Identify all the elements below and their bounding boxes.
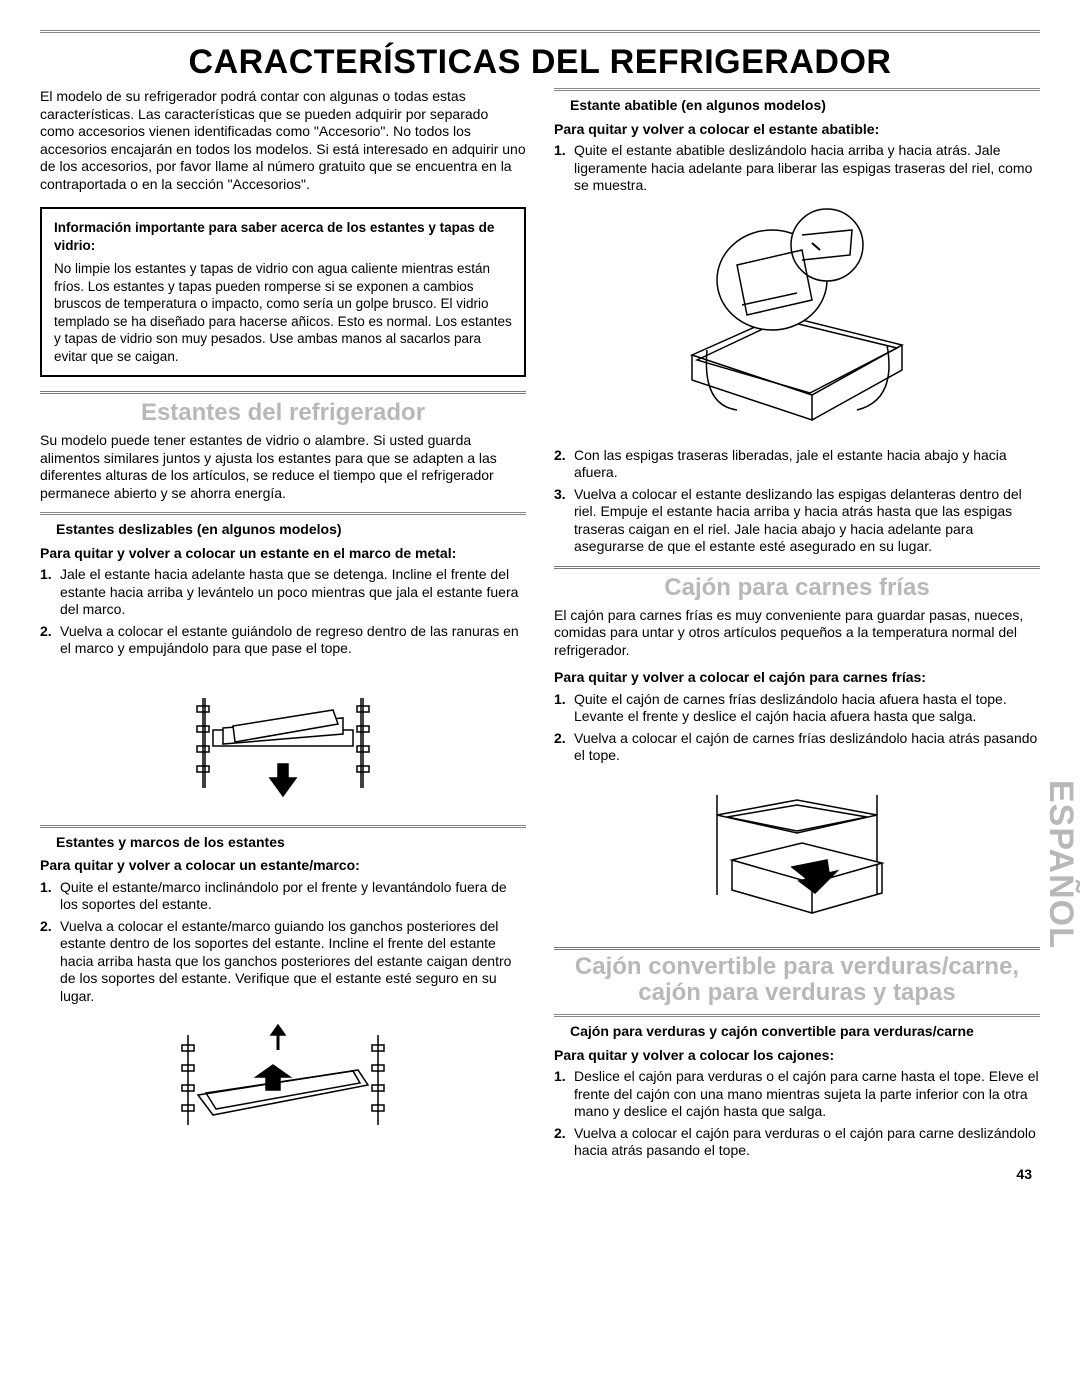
section-heading-convertible: Cajón convertible para verduras/carne, c… (554, 954, 1040, 1007)
section-para: Su modelo puede tener estantes de vidrio… (40, 432, 526, 502)
content-columns: El modelo de su refrigerador podrá conta… (40, 88, 1040, 1170)
sub-rule (40, 512, 526, 515)
step-list: 1.Deslice el cajón para verduras o el ca… (554, 1068, 1040, 1160)
list-item: 1.Quite el estante abatible deslizándolo… (554, 142, 1040, 195)
list-item: 2.Con las espigas traseras liberadas, ja… (554, 447, 1040, 482)
page-title: CARACTERÍSTICAS DEL REFRIGERADOR (40, 43, 1040, 82)
action-title: Para quitar y volver a colocar un estant… (40, 545, 526, 563)
page-number: 43 (1016, 1166, 1032, 1182)
sub-rule (554, 88, 1040, 91)
section-heading-estantes: Estantes del refrigerador (40, 398, 526, 428)
sub-rule (554, 1014, 1040, 1017)
action-title: Para quitar y volver a colocar un estant… (40, 857, 526, 875)
list-item: 1.Jale el estante hacia adelante hasta q… (40, 566, 526, 619)
info-box-body: No limpie los estantes y tapas de vidrio… (54, 260, 512, 365)
step-list: 2.Con las espigas traseras liberadas, ja… (554, 447, 1040, 556)
section-heading-cajon: Cajón para carnes frías (554, 573, 1040, 603)
right-column: Estante abatible (en algunos modelos) Pa… (554, 88, 1040, 1170)
section-rule (40, 391, 526, 394)
step-list: 1.Quite el estante abatible deslizándolo… (554, 142, 1040, 195)
language-tab: ESPAÑOL (1041, 780, 1080, 949)
section-para: El cajón para carnes frías es muy conven… (554, 607, 1040, 660)
subsection-title: Estantes y marcos de los estantes (40, 834, 526, 852)
info-box: Información importante para saber acerca… (40, 207, 526, 377)
list-item: 2.Vuelva a colocar el cajón de carnes fr… (554, 730, 1040, 765)
step-list: 1.Quite el cajón de carnes frías deslizá… (554, 691, 1040, 765)
list-item: 1.Quite el cajón de carnes frías deslizá… (554, 691, 1040, 726)
step-list: 1.Jale el estante hacia adelante hasta q… (40, 566, 526, 658)
subsection-title: Cajón para verduras y cajón convertible … (554, 1023, 1040, 1041)
shelf-frame-illustration (158, 1015, 408, 1145)
section-rule (554, 947, 1040, 950)
list-item: 1.Quite el estante/marco inclinándolo po… (40, 879, 526, 914)
info-box-title: Información importante para saber acerca… (54, 219, 512, 254)
intro-paragraph: El modelo de su refrigerador podrá conta… (40, 88, 526, 193)
subsection-title: Estantes deslizables (en algunos modelos… (40, 521, 526, 539)
list-item: 1.Deslice el cajón para verduras o el ca… (554, 1068, 1040, 1121)
list-item: 2.Vuelva a colocar el estante/marco guia… (40, 918, 526, 1006)
step-list: 1.Quite el estante/marco inclinándolo po… (40, 879, 526, 1006)
drawer-illustration (677, 775, 917, 935)
subsection-title: Estante abatible (en algunos modelos) (554, 97, 1040, 115)
flip-shelf-illustration (652, 205, 942, 435)
list-item: 3.Vuelva a colocar el estante deslizando… (554, 486, 1040, 556)
sub-rule (40, 825, 526, 828)
list-item: 2.Vuelva a colocar el estante guiándolo … (40, 623, 526, 658)
left-column: El modelo de su refrigerador podrá conta… (40, 88, 526, 1170)
shelf-slide-illustration (163, 668, 403, 813)
action-title: Para quitar y volver a colocar el estant… (554, 121, 1040, 139)
list-item: 2.Vuelva a colocar el cajón para verdura… (554, 1125, 1040, 1160)
action-title: Para quitar y volver a colocar el cajón … (554, 669, 1040, 687)
action-title: Para quitar y volver a colocar los cajon… (554, 1047, 1040, 1065)
top-rule (40, 30, 1040, 33)
section-rule (554, 566, 1040, 569)
